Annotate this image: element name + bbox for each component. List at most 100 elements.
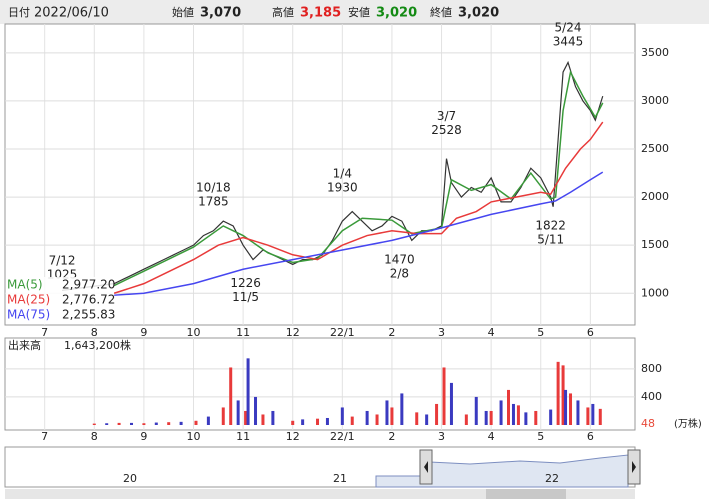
x-tick-label: 2 bbox=[388, 326, 395, 339]
annotation-date: 3/7 bbox=[437, 109, 456, 123]
legend-value: 2,776.72 bbox=[62, 293, 115, 307]
handle-arrow bbox=[424, 461, 428, 473]
annotation-date: 5/11 bbox=[537, 233, 564, 247]
annotation-value: 3445 bbox=[553, 35, 584, 49]
volume-bar bbox=[194, 420, 198, 425]
date: 2022/06/10 bbox=[34, 6, 109, 21]
volume-bar bbox=[511, 403, 515, 425]
x-tick-label: 3 bbox=[438, 326, 445, 339]
x-tick-label: 22/1 bbox=[330, 430, 355, 443]
volume-bar bbox=[442, 367, 446, 425]
volume-bar bbox=[142, 423, 146, 425]
panel-title: 出来高 bbox=[8, 338, 41, 352]
volume-bar bbox=[474, 396, 478, 425]
y-tick-label: 1500 bbox=[641, 238, 669, 251]
volume-bar bbox=[598, 408, 602, 425]
y-tick-label: 3000 bbox=[641, 94, 669, 107]
volume-bar bbox=[291, 420, 295, 425]
volume-bar bbox=[340, 407, 344, 425]
x-tick-label: 2 bbox=[388, 430, 395, 443]
volume-bar bbox=[489, 410, 493, 425]
annotation-value: 1226 bbox=[230, 276, 261, 290]
x-tick-label: 5 bbox=[537, 326, 544, 339]
volume-bar bbox=[484, 410, 488, 425]
volume-bar bbox=[129, 422, 133, 425]
volume-bar bbox=[221, 407, 225, 425]
volume-bar bbox=[549, 409, 553, 425]
low-label: 安値 bbox=[348, 5, 370, 19]
volume-bar bbox=[390, 407, 394, 425]
scrollbar[interactable] bbox=[5, 489, 635, 499]
x-tick-label: 9 bbox=[140, 430, 147, 443]
x-tick-label: 9 bbox=[140, 326, 147, 339]
volume-bar bbox=[206, 416, 210, 425]
legend-name: MA(25) bbox=[7, 293, 50, 307]
volume-bar bbox=[92, 423, 96, 425]
volume-bar bbox=[105, 423, 109, 425]
volume-bar bbox=[425, 414, 429, 425]
annotation-date: 7/12 bbox=[49, 253, 76, 267]
x-tick-label: 7 bbox=[41, 326, 48, 339]
volume-bar bbox=[261, 414, 265, 425]
volume-bar bbox=[375, 414, 379, 425]
volume-bar bbox=[316, 418, 320, 425]
volume-bar bbox=[236, 400, 240, 425]
x-tick-label: 4 bbox=[488, 326, 495, 339]
x-tick-label: 7 bbox=[41, 430, 48, 443]
volume-bar bbox=[564, 389, 568, 425]
y-tick-label: 400 bbox=[641, 390, 662, 403]
y-tick-label: 3500 bbox=[641, 46, 669, 59]
y-tick-label: 2500 bbox=[641, 142, 669, 155]
y-tick-label: 1000 bbox=[641, 286, 669, 299]
x-tick-label: 6 bbox=[587, 430, 594, 443]
volume-bar bbox=[385, 400, 389, 425]
volume-bar bbox=[167, 422, 171, 425]
x-tick-label: 11 bbox=[236, 326, 250, 339]
x-tick-label: 22/1 bbox=[330, 326, 355, 339]
volume-bar bbox=[365, 410, 369, 425]
x-tick-label: 10 bbox=[187, 430, 201, 443]
price-frame bbox=[4, 23, 636, 326]
annotation-value: 2528 bbox=[431, 123, 462, 137]
nav-label: 20 bbox=[123, 472, 137, 485]
annotation-value: 1470 bbox=[384, 253, 415, 267]
volume-bar bbox=[244, 410, 248, 425]
annotation-date: 2/8 bbox=[390, 267, 409, 281]
annotation-date: 1/4 bbox=[333, 166, 352, 180]
volume-bar bbox=[301, 419, 305, 425]
last-volume: 48 bbox=[641, 417, 655, 430]
date-label: 日付 bbox=[8, 6, 30, 19]
volume-bar bbox=[435, 403, 439, 425]
volume-bar bbox=[507, 389, 511, 425]
volume-bar bbox=[586, 407, 590, 425]
y-tick-label: 800 bbox=[641, 362, 662, 375]
volume-bar bbox=[271, 410, 275, 425]
volume-bar bbox=[400, 393, 404, 425]
volume-bar bbox=[246, 358, 250, 425]
open: 3,070 bbox=[200, 6, 241, 21]
unit-label: (万株) bbox=[674, 417, 702, 430]
volume-bar bbox=[464, 414, 468, 425]
series-line bbox=[113, 121, 604, 294]
close-label: 終値 bbox=[430, 5, 452, 19]
volume-bar bbox=[449, 382, 453, 425]
low: 3,020 bbox=[376, 6, 417, 21]
x-tick-label: 12 bbox=[286, 430, 300, 443]
legend-box bbox=[6, 277, 114, 324]
series-line bbox=[114, 171, 604, 296]
volume-bar bbox=[179, 421, 183, 425]
legend-value: 2,977.20 bbox=[62, 278, 115, 292]
annotation-value: 1785 bbox=[198, 194, 229, 208]
annotation-value: 1822 bbox=[535, 219, 566, 233]
x-tick-label: 4 bbox=[488, 430, 495, 443]
x-tick-label: 8 bbox=[91, 326, 98, 339]
x-tick-label: 8 bbox=[91, 430, 98, 443]
volume-bar bbox=[154, 422, 158, 425]
volume-bar bbox=[561, 365, 565, 425]
volume-bar bbox=[569, 393, 573, 425]
volume-bar bbox=[534, 410, 538, 425]
volume-bar bbox=[350, 416, 354, 425]
volume-bar bbox=[415, 412, 419, 425]
scroll-thumb[interactable] bbox=[486, 489, 566, 499]
